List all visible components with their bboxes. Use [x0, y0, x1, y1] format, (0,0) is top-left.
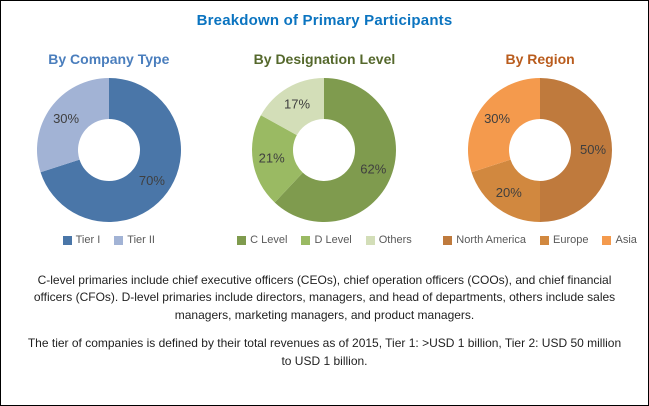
legend-label: Tier I	[75, 234, 101, 246]
legend-item-asia: Asia	[602, 234, 637, 246]
chart-company-type: By Company Type 70% 30% Tier I Tier II	[1, 51, 217, 246]
legend-label: D Level	[314, 234, 352, 246]
chart-heading-0: By Company Type	[48, 51, 170, 67]
donut-slice-d-level	[252, 115, 304, 203]
legend-label: Europe	[553, 234, 589, 246]
donut-slice-europe	[471, 159, 541, 222]
footnote-designation-definitions: C-level primaries include chief executiv…	[33, 273, 616, 322]
donut-svg-2: 50% 20% 30%	[468, 78, 613, 222]
chart-designation-level: By Designation Level 62% 21% 17% C Level D …	[217, 51, 433, 246]
legend-1: C Level D Level Others	[237, 234, 412, 246]
data-label-north-america: 50%	[580, 142, 606, 157]
legend-swatch-icon	[443, 235, 453, 245]
footnote-tier-definitions: The tier of companies is defined by thei…	[27, 336, 622, 368]
legend-2: North America Europe Asia	[443, 234, 637, 246]
data-label-europe: 20%	[496, 185, 522, 200]
chart-heading-1: By Designation Level	[253, 51, 396, 67]
data-label-tier-i: 70%	[139, 173, 165, 188]
legend-item-north-america: North America	[443, 234, 526, 246]
donut-slice-tier-i	[40, 78, 181, 222]
legend-label: Tier II	[127, 234, 155, 246]
legend-label: North America	[456, 234, 526, 246]
data-label-tier-ii: 30%	[53, 111, 79, 126]
legend-swatch-icon	[301, 235, 311, 245]
legend-swatch-icon	[365, 235, 375, 245]
donut-slice-asia	[468, 78, 541, 173]
legend-swatch-icon	[540, 235, 549, 245]
legend-swatch-icon	[602, 235, 612, 245]
chart-region: By Region 50% 20% 30% North America Europe A…	[432, 51, 648, 246]
legend-item-d-level: D Level	[301, 234, 352, 246]
donut-svg-1: 62% 21% 17%	[252, 78, 397, 222]
page-title: Breakdown of Primary Participants	[196, 12, 453, 29]
data-label-d-level: 21%	[259, 150, 285, 165]
donut-slice-others	[261, 78, 325, 136]
donut-slice-c-level	[275, 78, 397, 222]
charts-row: By Company Type 70% 30% Tier I Tier II By …	[1, 51, 648, 246]
legend-label: C Level	[250, 234, 288, 246]
legend-item-tier-i: Tier I	[62, 234, 101, 246]
legend-swatch-icon	[114, 235, 124, 245]
data-label-c-level: 62%	[361, 162, 387, 177]
legend-0: Tier I Tier II	[62, 234, 155, 246]
legend-item-c-level: C Level	[237, 234, 287, 246]
footnotes: C-level primaries include chief executiv…	[25, 272, 625, 370]
donut-slice-tier-ii	[36, 78, 109, 173]
legend-label: Asia	[615, 234, 637, 246]
chart-heading-2: By Region	[505, 51, 575, 67]
donut-svg-0: 70% 30%	[36, 78, 181, 222]
donut-slice-north-america	[540, 78, 613, 222]
legend-swatch-icon	[62, 235, 72, 245]
data-label-others: 17%	[284, 96, 310, 111]
legend-item-tier-ii: Tier II	[114, 234, 155, 246]
legend-item-others: Others	[365, 234, 412, 246]
legend-label: Others	[378, 234, 412, 246]
data-label-asia: 30%	[484, 111, 510, 126]
legend-swatch-icon	[237, 235, 247, 245]
legend-item-europe: Europe	[540, 234, 588, 246]
